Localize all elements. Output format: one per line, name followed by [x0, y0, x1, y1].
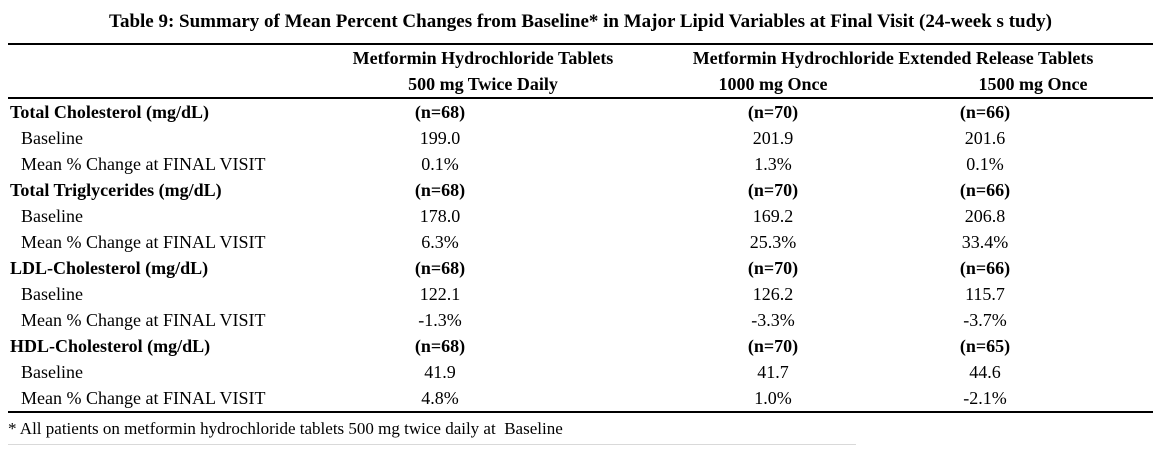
baseline-row: Baseline 178.0 169.2 206.8 [8, 203, 1153, 229]
n-cell: (n=68) [414, 180, 466, 200]
n-cell: (n=68) [414, 336, 466, 356]
dose-header-1500mg: 1500 mg Once [978, 74, 1088, 94]
value-cell: 25.3% [749, 232, 797, 252]
n-cell: (n=68) [414, 258, 466, 278]
n-cell: (n=70) [747, 180, 799, 200]
row-label: Mean % Change at FINAL VISIT [21, 232, 266, 252]
treatment-group-header-er: Metformin Hydrochloride Extended Release… [692, 48, 1094, 68]
value-cell: 169.2 [752, 206, 794, 226]
n-cell: (n=68) [414, 102, 466, 122]
section-label: Total Triglycerides (mg/dL) [10, 180, 222, 200]
row-label: Mean % Change at FINAL VISIT [21, 154, 266, 174]
section-label: LDL-Cholesterol (mg/dL) [10, 258, 209, 278]
table-footnote: * All patients on metformin hydrochlorid… [8, 419, 563, 438]
section-label: Total Cholesterol (mg/dL) [10, 102, 210, 122]
value-cell: -3.7% [963, 310, 1007, 330]
n-cell: (n=66) [959, 102, 1011, 122]
treatment-group-header-ir: Metformin Hydrochloride Tablets [352, 48, 614, 68]
section-row-total-cholesterol: Total Cholesterol (mg/dL) (n=68) (n=70) … [8, 98, 1153, 125]
value-cell: -1.3% [418, 310, 462, 330]
row-label: Baseline [21, 128, 83, 148]
value-cell: 4.8% [333, 385, 633, 413]
value-cell: 206.8 [964, 206, 1006, 226]
value-cell: 33.4% [961, 232, 1009, 252]
n-cell: (n=66) [959, 258, 1011, 278]
value-cell: 1.3% [754, 154, 792, 174]
n-cell: (n=70) [747, 336, 799, 356]
value-cell: 41.7 [757, 362, 789, 382]
mean-change-row: Mean % Change at FINAL VISIT 0.1% 1.3% 0… [8, 151, 1153, 177]
section-label: HDL-Cholesterol (mg/dL) [10, 336, 211, 356]
value-cell: 0.1% [421, 154, 459, 174]
mean-change-row: Mean % Change at FINAL VISIT -1.3% -3.3%… [8, 307, 1153, 333]
value-cell: 44.6 [969, 362, 1001, 382]
row-label: Mean % Change at FINAL VISIT [8, 385, 333, 413]
lipid-summary-table: Metformin Hydrochloride Tablets Metformi… [8, 43, 1154, 413]
row-label: Mean % Change at FINAL VISIT [21, 310, 266, 330]
header-spacer [8, 44, 333, 71]
table-header: Metformin Hydrochloride Tablets Metformi… [8, 44, 1154, 98]
dose-header-row: 500 mg Twice Daily 1000 mg Once 1500 mg … [8, 71, 1153, 98]
n-cell: (n=66) [959, 180, 1011, 200]
dose-header-1000mg: 1000 mg Once [718, 74, 828, 94]
value-cell: 201.9 [752, 128, 794, 148]
value-cell: 199.0 [419, 128, 461, 148]
value-cell: 126.2 [752, 284, 794, 304]
value-cell: 178.0 [419, 206, 461, 226]
value-cell: 122.1 [419, 284, 461, 304]
value-cell: 41.9 [424, 362, 456, 382]
header-spacer [8, 71, 333, 98]
value-cell: -2.1% [913, 385, 1154, 413]
dose-header-500mg: 500 mg Twice Daily [408, 74, 558, 94]
treatment-group-header-row: Metformin Hydrochloride Tablets Metformi… [8, 44, 1153, 71]
table-title: Table 9: Summary of Mean Percent Changes… [109, 11, 1052, 32]
value-cell: 201.6 [964, 128, 1006, 148]
value-cell: 115.7 [965, 284, 1005, 304]
mean-change-row: Mean % Change at FINAL VISIT 6.3% 25.3% … [8, 229, 1153, 255]
baseline-row: Baseline 122.1 126.2 115.7 [8, 281, 1153, 307]
table-body: Total Cholesterol (mg/dL) (n=68) (n=70) … [8, 98, 1154, 413]
n-cell: (n=65) [959, 336, 1011, 356]
value-cell: 6.3% [421, 232, 459, 252]
n-cell: (n=70) [747, 258, 799, 278]
section-row-hdl-cholesterol: HDL-Cholesterol (mg/dL) (n=68) (n=70) (n… [8, 333, 1153, 359]
baseline-row: Baseline 41.9 41.7 44.6 [8, 359, 1153, 385]
bottom-divider [8, 444, 856, 445]
section-row-total-triglycerides: Total Triglycerides (mg/dL) (n=68) (n=70… [8, 177, 1153, 203]
mean-change-row: Mean % Change at FINAL VISIT 4.8% 1.0% -… [8, 385, 1154, 413]
value-cell: -3.3% [751, 310, 795, 330]
row-label: Baseline [21, 362, 83, 382]
baseline-row: Baseline 199.0 201.9 201.6 [8, 125, 1153, 151]
value-cell: 1.0% [633, 385, 913, 413]
value-cell: 0.1% [966, 154, 1004, 174]
row-label: Baseline [21, 206, 83, 226]
section-row-ldl-cholesterol: LDL-Cholesterol (mg/dL) (n=68) (n=70) (n… [8, 255, 1153, 281]
n-cell: (n=70) [747, 102, 799, 122]
row-label: Baseline [21, 284, 83, 304]
